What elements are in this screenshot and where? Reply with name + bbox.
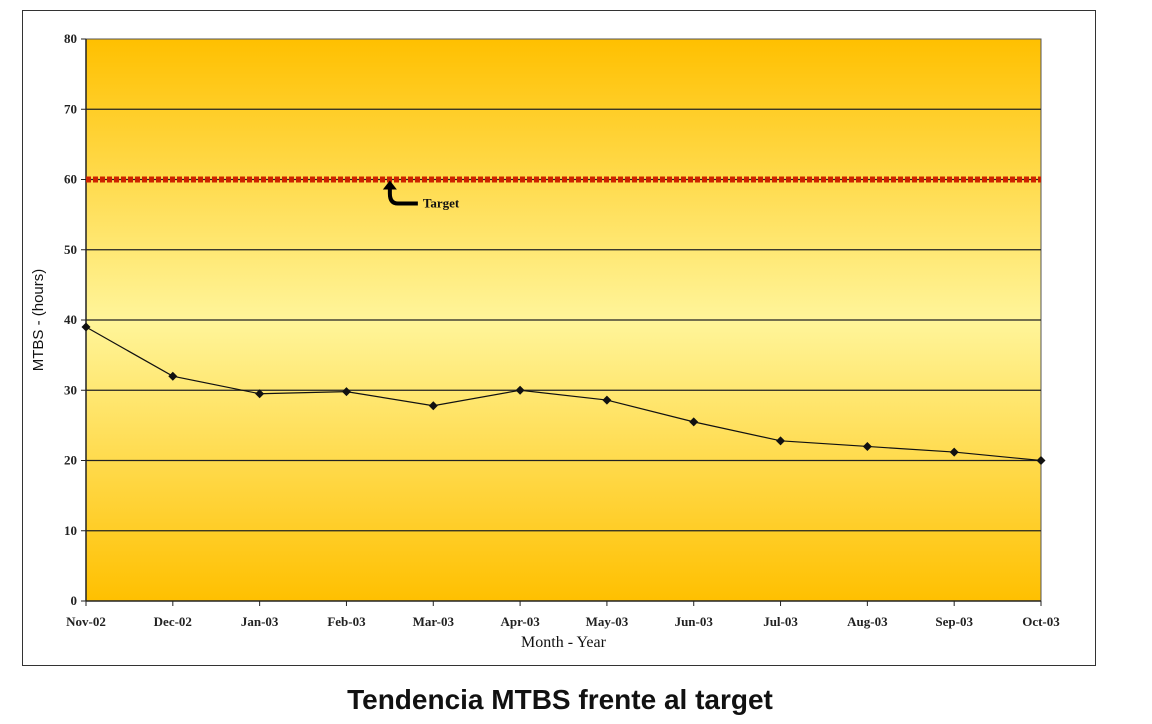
data-point-Apr-03	[515, 385, 525, 395]
y-tick-label-40: 40	[64, 312, 77, 327]
data-point-Feb-03	[341, 387, 351, 397]
data-point-Aug-03	[862, 441, 872, 451]
target-arrow-head	[382, 180, 397, 190]
data-point-Mar-03	[428, 401, 438, 411]
x-tick-label-Jul-03: Jul-03	[763, 614, 798, 629]
x-tick-label-Dec-02: Dec-02	[154, 614, 192, 629]
y-tick-label-30: 30	[64, 382, 77, 397]
series-line-0	[85, 326, 1042, 462]
data-point-Jun-03	[689, 417, 699, 427]
data-point-Jul-03	[776, 436, 786, 446]
data-point-Dec-02	[168, 371, 178, 381]
x-tick-label-Mar-03: Mar-03	[413, 614, 455, 629]
y-axis-title: MTBS - (hours)	[30, 269, 47, 372]
data-point-May-03	[602, 395, 612, 405]
y-tick-label-60: 60	[64, 172, 77, 187]
chart-frame: 0 10 20 30 40 50 60 70 80 Nov-02 Dec-02 Jan-03 Feb-0…	[22, 10, 1096, 666]
figure-caption: Tendencia MTBS frente al target	[347, 684, 773, 715]
x-tick-label-May-03: May-03	[586, 614, 629, 629]
x-tick-label-Apr-03: Apr-03	[500, 614, 540, 629]
data-point-Nov-02	[81, 322, 91, 332]
target-arrow	[387, 186, 418, 206]
y-tick-label-10: 10	[64, 523, 77, 538]
x-tick-label-Feb-03: Feb-03	[327, 614, 366, 629]
x-axis-title: Month - Year	[521, 634, 607, 651]
mtbs-line-chart: 0 10 20 30 40 50 60 70 80 Nov-02 Dec-02 Jan-03 Feb-0…	[30, 31, 1060, 651]
x-tick-label-Sep-03: Sep-03	[935, 614, 973, 629]
y-tick-label-50: 50	[64, 242, 77, 257]
y-tick-label-0: 0	[71, 593, 78, 608]
y-tick-label-20: 20	[64, 453, 77, 468]
y-tick-label-80: 80	[64, 31, 77, 46]
y-tick-label-70: 70	[64, 101, 77, 116]
data-point-Sep-03	[949, 447, 959, 457]
x-tick-label-Nov-02: Nov-02	[66, 614, 106, 629]
x-tick-label-Jun-03: Jun-03	[675, 614, 714, 629]
x-tick-label-Oct-03: Oct-03	[1022, 614, 1060, 629]
x-tick-label-Aug-03: Aug-03	[847, 614, 888, 629]
target-label: Target	[423, 196, 460, 211]
x-tick-label-Jan-03: Jan-03	[241, 614, 279, 629]
data-point-Oct-03	[1036, 456, 1046, 465]
